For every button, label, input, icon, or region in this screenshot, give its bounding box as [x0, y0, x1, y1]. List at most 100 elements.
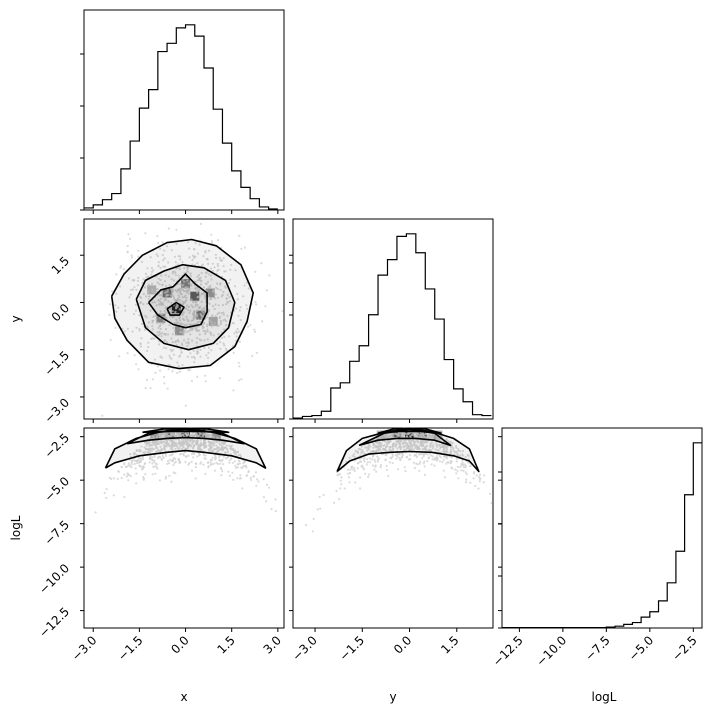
scatter-point — [411, 445, 414, 448]
scatter-point — [431, 437, 434, 440]
scatter-point — [126, 244, 129, 248]
scatter-point — [319, 507, 322, 510]
scatter-point — [215, 256, 218, 260]
scatter-point — [160, 332, 164, 335]
scatter-point — [137, 276, 140, 279]
scatter-point — [217, 304, 220, 307]
scatter-point — [339, 473, 342, 476]
scatter-point — [157, 442, 160, 445]
scatter-point — [215, 444, 218, 447]
scatter-point — [163, 316, 166, 319]
scatter-point — [219, 323, 222, 326]
scatter-point — [459, 454, 462, 457]
scatter-point — [183, 329, 186, 332]
scatter-point — [228, 459, 231, 462]
scatter-point — [201, 293, 204, 296]
scatter-point — [438, 455, 441, 458]
scatter-point — [135, 449, 138, 452]
scatter-point — [177, 294, 180, 297]
scatter-point — [152, 319, 155, 322]
scatter-point — [429, 454, 432, 457]
scatter-point — [206, 338, 209, 341]
scatter-point — [188, 247, 191, 250]
scatter-point — [233, 460, 236, 463]
scatter-point — [130, 288, 133, 291]
y-axis-label-left: y — [9, 315, 23, 322]
scatter-point — [164, 454, 168, 458]
scatter-point — [224, 270, 227, 273]
scatter-point — [165, 340, 168, 344]
scatter-point — [421, 457, 424, 460]
scatter-point — [255, 351, 258, 354]
y-tick-label: −1.5 — [337, 633, 368, 664]
scatter-point — [400, 445, 403, 448]
scatter-point — [218, 459, 221, 462]
scatter-point — [183, 280, 186, 283]
scatter-point — [404, 444, 407, 448]
scatter-point — [175, 444, 178, 447]
scatter-point — [210, 267, 213, 270]
scatter-point — [360, 445, 363, 448]
panel-x-y-frame — [83, 218, 285, 420]
scatter-point — [150, 282, 154, 286]
scatter-point — [336, 474, 339, 477]
scatter-point — [127, 473, 130, 477]
scatter-point — [200, 271, 203, 274]
scatter-point — [175, 307, 178, 310]
scatter-point — [441, 460, 444, 464]
scatter-point — [147, 341, 150, 344]
scatter-point — [173, 270, 176, 273]
scatter-point — [160, 442, 163, 445]
scatter-point — [232, 449, 235, 452]
scatter-point — [218, 377, 221, 380]
scatter-point — [184, 307, 188, 310]
scatter-point — [181, 296, 184, 299]
contour-level — [135, 263, 236, 351]
scatter-point — [206, 280, 210, 283]
y-tick-label: 0.0 — [391, 633, 414, 656]
scatter-point — [147, 321, 151, 324]
scatter-point — [157, 261, 160, 264]
scatter-point — [178, 447, 181, 450]
scatter-point — [162, 265, 165, 268]
scatter-point — [155, 318, 158, 321]
scatter-point — [164, 280, 167, 283]
scatter-point — [149, 457, 152, 460]
scatter-point — [163, 257, 166, 260]
scatter-point — [184, 432, 187, 435]
scatter-point — [185, 299, 188, 302]
scatter-point — [229, 278, 232, 281]
scatter-point — [265, 289, 268, 292]
scatter-point — [225, 297, 228, 300]
scatter-point — [374, 460, 377, 463]
scatter-point — [237, 459, 240, 462]
scatter-point — [163, 375, 166, 379]
scatter-point — [142, 451, 145, 454]
scatter-point — [141, 456, 144, 459]
scatter-point — [462, 469, 465, 472]
scatter-point — [119, 285, 122, 288]
scatter-point — [152, 465, 155, 468]
scatter-point — [449, 440, 452, 443]
scatter-point — [252, 475, 255, 478]
scatter-point — [157, 299, 160, 302]
scatter-point — [408, 441, 411, 444]
scatter-point — [123, 496, 126, 499]
scatter-point — [122, 268, 125, 271]
scatter-point — [224, 452, 227, 455]
scatter-point — [174, 447, 177, 450]
scatter-point — [140, 260, 144, 263]
scatter-point — [213, 266, 216, 269]
scatter-point — [223, 318, 226, 321]
scatter-point — [340, 476, 343, 479]
scatter-point — [176, 320, 179, 323]
scatter-point — [160, 448, 163, 451]
scatter-point — [149, 444, 152, 447]
scatter-point — [138, 327, 141, 331]
scatter-point — [236, 298, 239, 301]
scatter-point — [133, 459, 136, 462]
scatter-point — [426, 453, 429, 456]
scatter-point — [239, 474, 242, 477]
scatter-point — [145, 276, 148, 279]
